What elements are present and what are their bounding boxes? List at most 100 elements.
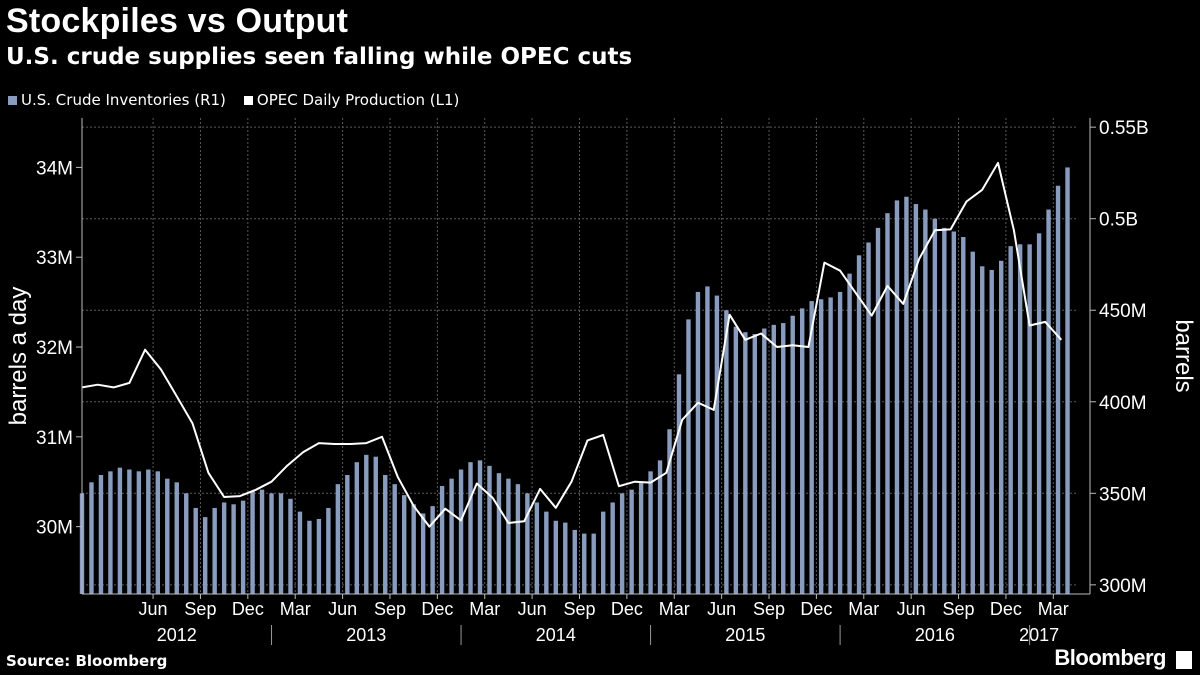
bar-inventory	[970, 251, 975, 594]
line-opec-production	[81, 161, 1063, 528]
brand-logo: Bloomberg	[1054, 645, 1166, 670]
bar-inventory	[316, 518, 322, 594]
bar-inventory	[487, 465, 492, 594]
bar-inventory	[705, 286, 710, 594]
x-month-label: Dec	[990, 599, 1022, 619]
bar-inventory	[184, 493, 189, 594]
x-year-label: 2013	[346, 625, 386, 645]
bar-inventory	[335, 484, 341, 594]
bar-inventory	[856, 255, 862, 595]
x-month-label: Mar	[1038, 599, 1069, 619]
bar-inventory	[847, 273, 852, 594]
bar-inventory	[998, 260, 1004, 594]
bar-inventory	[136, 471, 142, 594]
x-month-label: Mar	[848, 599, 879, 619]
bars-layer	[79, 167, 1070, 595]
bar-inventory	[326, 507, 331, 594]
bar-inventory	[250, 491, 255, 594]
source-note: Source: Bloomberg	[6, 652, 168, 670]
right-tick-label: 350M	[1099, 484, 1147, 505]
x-month-label: Jun	[328, 599, 357, 619]
x-month-label: Mar	[280, 599, 311, 619]
bar-inventory	[790, 315, 795, 594]
chart-subtitle: U.S. crude supplies seen falling while O…	[6, 44, 633, 70]
bar-inventory	[146, 469, 151, 594]
bar-inventory	[809, 301, 814, 594]
bar-inventory	[383, 475, 388, 594]
bar-inventory	[961, 237, 966, 594]
bar-inventory	[117, 467, 123, 594]
bar-inventory	[506, 478, 511, 594]
bar-inventory	[458, 469, 464, 594]
bar-inventory	[667, 429, 672, 594]
bar-inventory	[1008, 246, 1013, 594]
legend-label-opec: OPEC Daily Production (L1)	[256, 91, 460, 109]
bar-inventory	[875, 227, 881, 594]
bar-inventory	[582, 533, 587, 594]
bar-inventory	[610, 502, 615, 594]
bar-inventory	[108, 471, 113, 594]
bar-inventory	[951, 231, 957, 594]
x-month-label: Dec	[232, 599, 264, 619]
bar-inventory	[193, 507, 198, 594]
left-tick-label: 33M	[36, 248, 73, 269]
x-year-label: 2016	[915, 625, 955, 645]
brand-mark-icon	[1176, 651, 1192, 669]
bar-inventory	[307, 520, 312, 594]
bar-inventory	[714, 295, 720, 594]
bar-inventory	[591, 533, 596, 594]
bar-inventory	[89, 482, 94, 594]
left-axis-title: barrels a day	[5, 287, 32, 426]
right-tick-label: 0.5B	[1099, 210, 1138, 231]
x-year-label: 2014	[536, 625, 576, 645]
legend: U.S. Crude Inventories (R1) OPEC Daily P…	[8, 91, 477, 109]
bar-inventory	[420, 513, 426, 594]
bar-inventory	[866, 242, 871, 594]
bar-inventory	[202, 517, 208, 594]
left-tick-label: 32M	[36, 338, 73, 359]
right-tick-label: 0.55B	[1099, 118, 1149, 139]
left-tick-label: 31M	[36, 428, 73, 449]
x-month-label: Dec	[611, 599, 643, 619]
bar-inventory	[553, 520, 559, 594]
bar-inventory	[155, 471, 161, 594]
bar-inventory	[345, 475, 350, 594]
left-tick-label: 30M	[36, 518, 73, 539]
x-month-label: Jun	[897, 599, 926, 619]
bar-inventory	[231, 504, 236, 594]
bar-inventory	[686, 319, 691, 594]
bar-inventory	[212, 507, 217, 594]
x-month-label: Jun	[518, 599, 547, 619]
x-month-label: Mar	[469, 599, 500, 619]
bar-inventory	[799, 308, 805, 594]
bar-inventory	[477, 460, 483, 594]
bar-inventory	[1027, 244, 1032, 595]
bar-inventory	[297, 511, 303, 594]
x-month-label: Sep	[563, 599, 595, 619]
bar-inventory	[818, 299, 824, 594]
x-month-label: Jun	[707, 599, 736, 619]
bar-inventory	[837, 291, 843, 594]
bar-inventory	[430, 506, 435, 594]
bar-inventory	[127, 469, 132, 594]
right-axis-title: barrels	[1170, 319, 1197, 392]
bar-inventory	[525, 493, 530, 594]
bar-inventory	[468, 462, 473, 594]
x-month-label: Sep	[943, 599, 975, 619]
bar-inventory	[174, 482, 179, 594]
bar-inventory	[534, 502, 540, 594]
bar-inventory	[354, 462, 360, 594]
legend-item-inventories: U.S. Crude Inventories (R1)	[8, 91, 226, 109]
bar-inventory	[695, 291, 701, 594]
bar-inventory	[771, 324, 776, 594]
bar-inventory	[401, 495, 407, 594]
x-month-label: Sep	[184, 599, 216, 619]
x-month-label: Sep	[374, 599, 406, 619]
x-month-label: Jun	[139, 599, 168, 619]
bar-inventory	[165, 478, 170, 594]
bar-inventory	[392, 484, 397, 594]
bar-inventory	[278, 493, 284, 594]
bar-inventory	[572, 529, 577, 594]
bar-inventory	[657, 460, 663, 594]
